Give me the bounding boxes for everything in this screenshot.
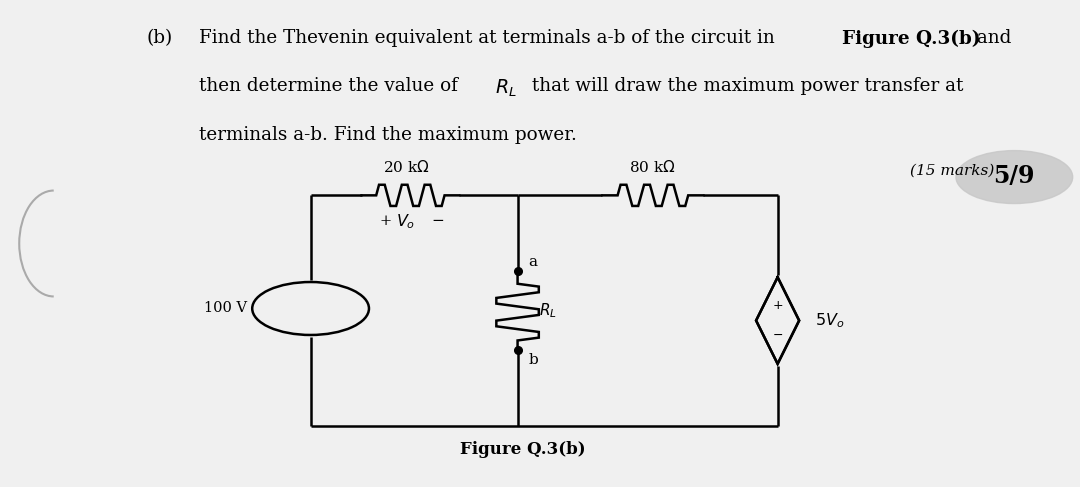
Text: (15 marks): (15 marks): [910, 164, 995, 178]
Text: $R_L$: $R_L$: [496, 77, 517, 99]
Text: then determine the value of: then determine the value of: [199, 77, 464, 95]
Text: and: and: [971, 29, 1011, 47]
Text: terminals a-b. Find the maximum power.: terminals a-b. Find the maximum power.: [199, 126, 577, 144]
Text: 20 k$\Omega$: 20 k$\Omega$: [382, 159, 430, 175]
Text: a: a: [528, 255, 537, 269]
Text: +: +: [305, 290, 316, 304]
Text: 5/9: 5/9: [994, 164, 1035, 188]
Text: Figure Q.3(b): Figure Q.3(b): [460, 441, 585, 458]
Polygon shape: [756, 277, 799, 364]
Circle shape: [253, 282, 369, 335]
Text: +: +: [772, 299, 783, 312]
Text: $V_o$: $V_o$: [395, 212, 415, 231]
Circle shape: [956, 150, 1072, 204]
Text: $5V_o$: $5V_o$: [815, 311, 845, 330]
Text: that will draw the maximum power transfer at: that will draw the maximum power transfe…: [526, 77, 963, 95]
Text: −: −: [432, 214, 444, 227]
Text: $R_L$: $R_L$: [539, 301, 556, 320]
Text: (b): (b): [146, 29, 173, 47]
Text: Find the Thevenin equivalent at terminals a-b of the circuit in: Find the Thevenin equivalent at terminal…: [199, 29, 781, 47]
Text: −: −: [303, 311, 318, 328]
Text: Figure Q.3(b): Figure Q.3(b): [842, 29, 981, 48]
Text: 100 V: 100 V: [204, 301, 247, 316]
Text: b: b: [528, 353, 538, 367]
Text: 80 k$\Omega$: 80 k$\Omega$: [629, 159, 676, 175]
Text: −: −: [772, 329, 783, 342]
Text: +: +: [379, 214, 392, 227]
